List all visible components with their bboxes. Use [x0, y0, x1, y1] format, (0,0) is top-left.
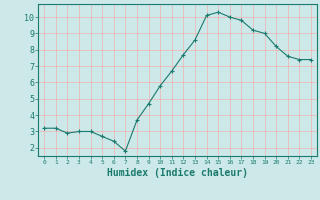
- X-axis label: Humidex (Indice chaleur): Humidex (Indice chaleur): [107, 168, 248, 178]
